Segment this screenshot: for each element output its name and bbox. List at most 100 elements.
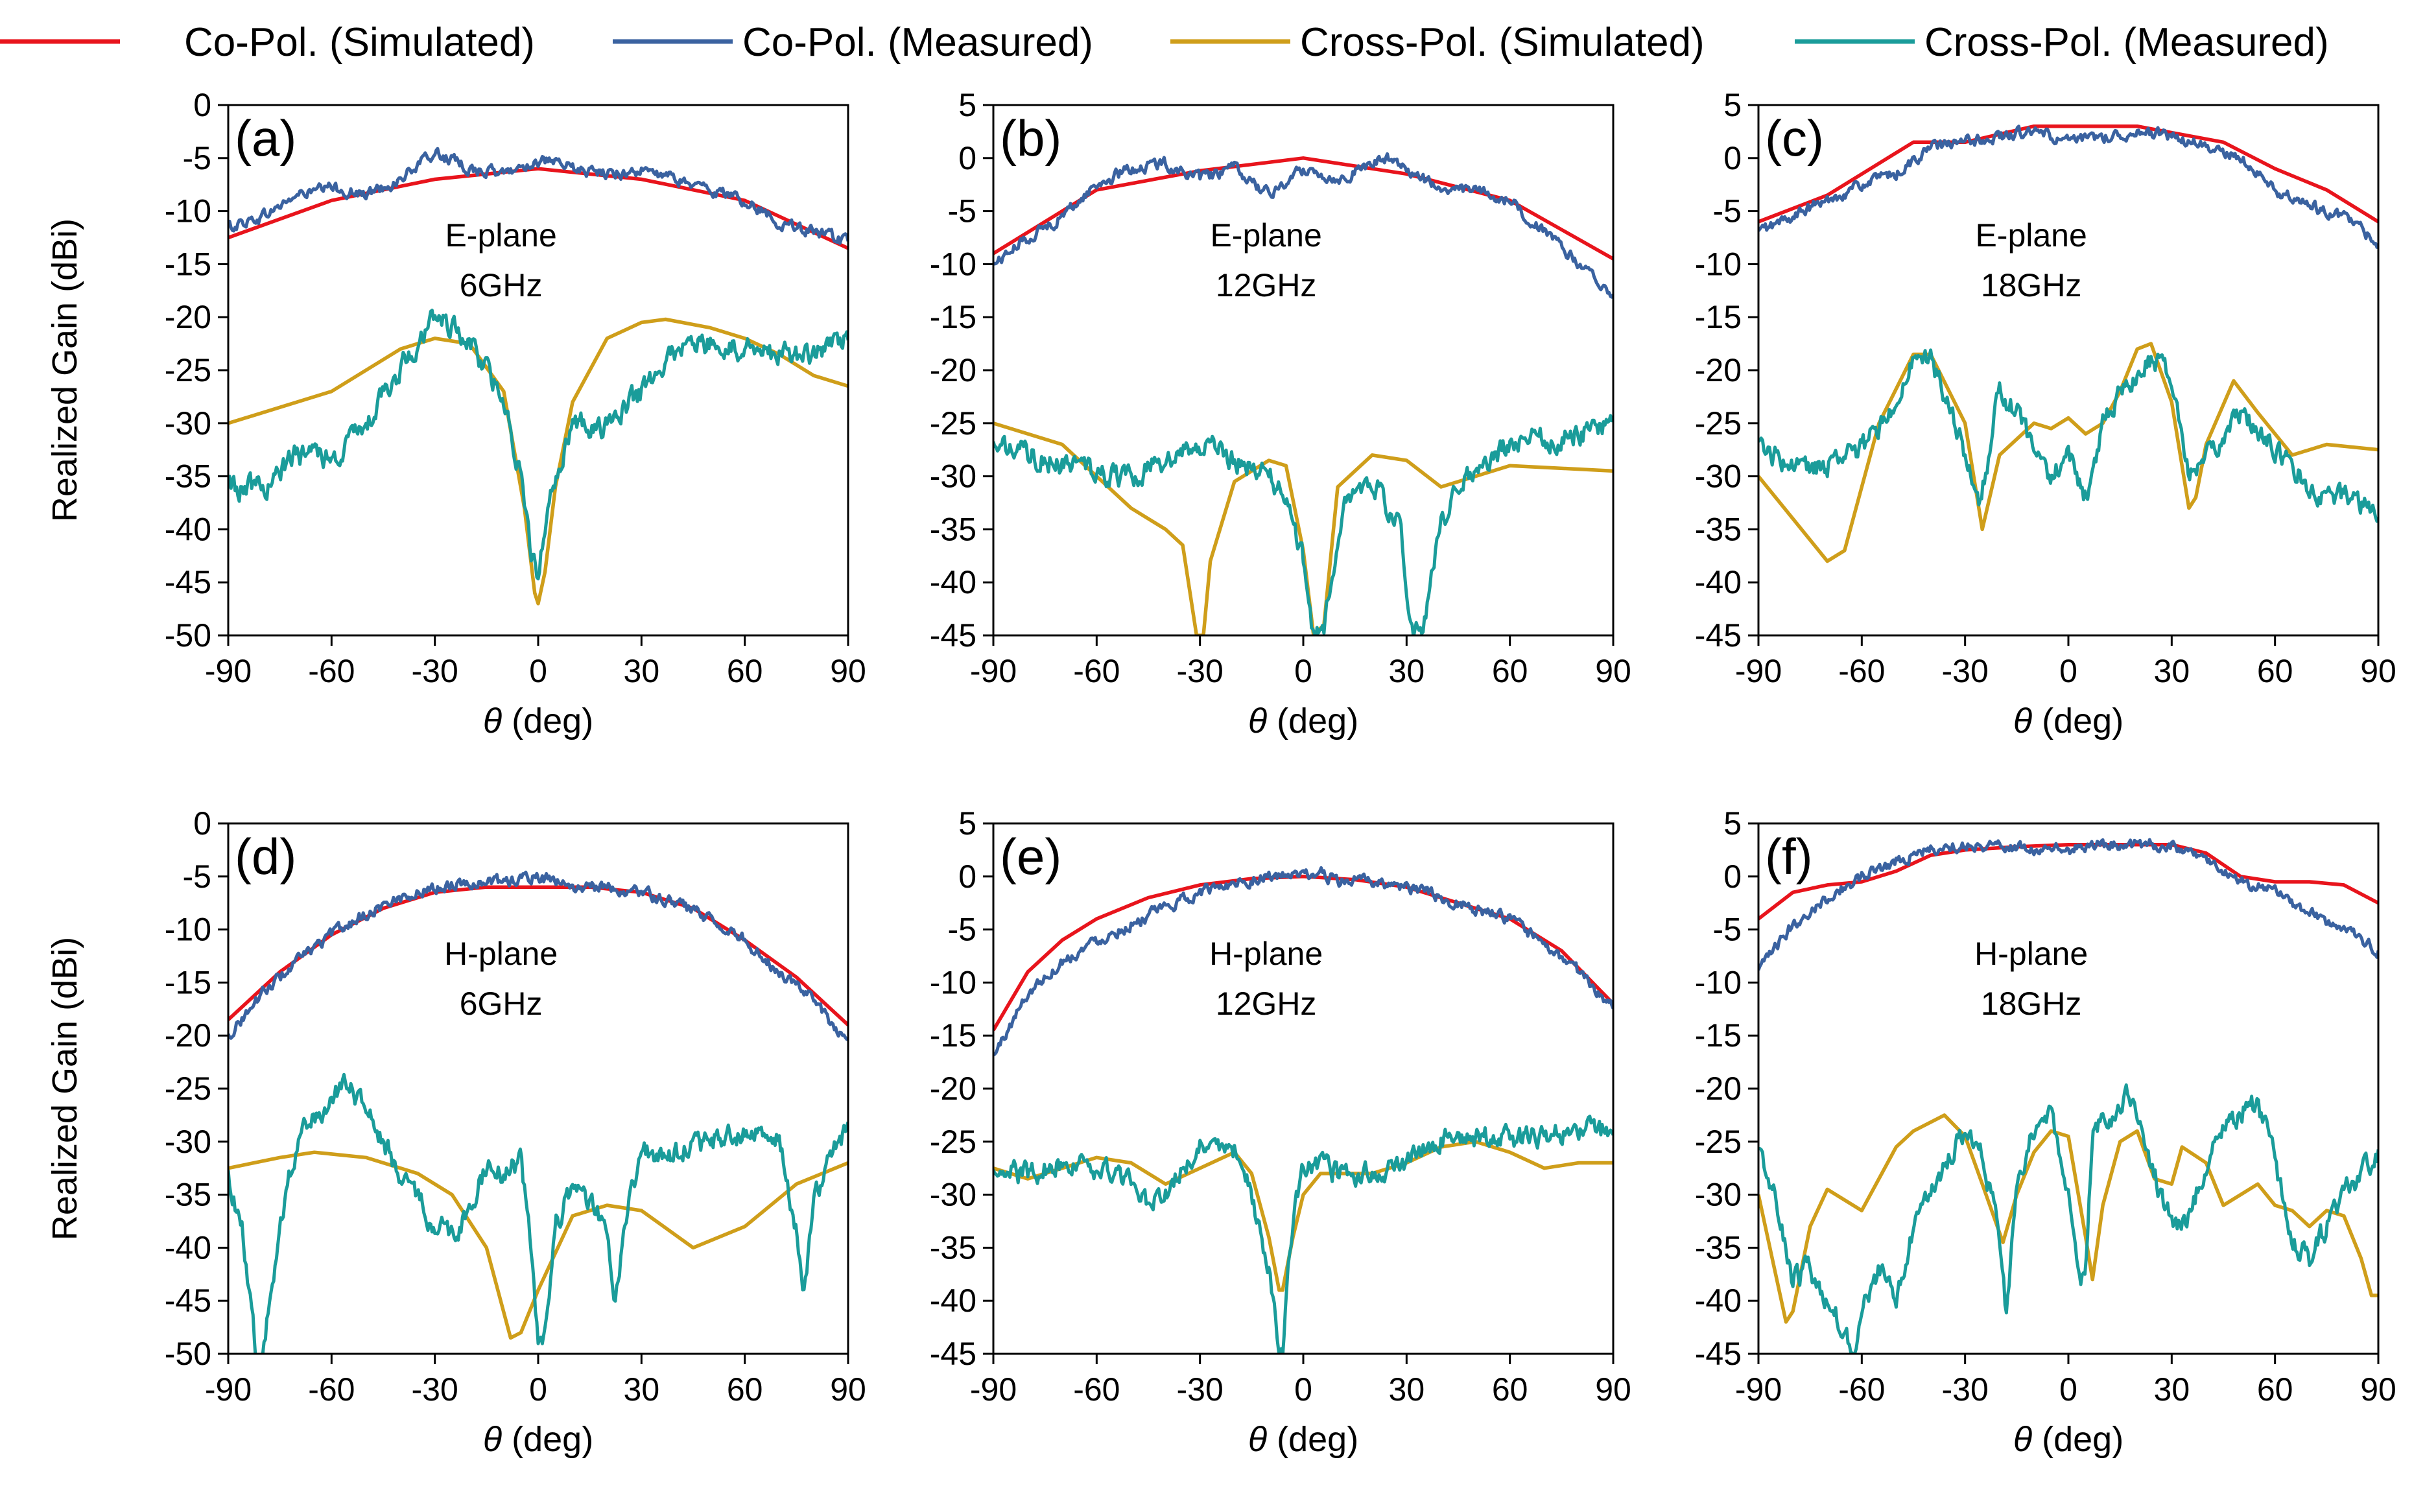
y-tick-label: 0 [958, 858, 976, 895]
x-tick-label: 30 [2154, 653, 2190, 689]
y-tick-label: -20 [930, 1070, 976, 1107]
x-tick-label: 90 [2360, 653, 2396, 689]
x-tick-label: -30 [1177, 1371, 1224, 1408]
y-tick-label: 0 [1723, 140, 1742, 176]
series-co-meas-line [993, 866, 1613, 1057]
x-tick-label: 60 [1492, 653, 1528, 689]
y-tick-label: -5 [1713, 193, 1742, 230]
x-axis-symbol: θ [483, 1420, 502, 1459]
y-tick-label: -20 [930, 352, 976, 388]
y-tick-label: -5 [1713, 912, 1742, 948]
y-tick-label: -10 [930, 246, 976, 282]
plane-annotation: E-plane [1975, 217, 2087, 254]
series-cross-sim-line [228, 317, 848, 606]
chart-panel-c: -90 -60 -30 0 30 60 90 5 0 -5 -10 -15 -20 -25 -30 -35 -4… [1695, 87, 2396, 740]
y-tick-label: -15 [165, 246, 211, 282]
y-axis-label: Realized Gain (dBi) [45, 937, 84, 1240]
legend-label-cross-meas: Cross-Pol. (Measured) [1924, 20, 2329, 65]
plot-frame [1757, 104, 2380, 637]
frequency-annotation: 6GHz [460, 986, 543, 1022]
chart-panel-a: -90 -60 -30 0 30 60 90 0 -5 -10 -15 -20 -25 -30 -35 -40… [45, 87, 866, 740]
panel-label: (e) [1000, 828, 1061, 885]
y-tick-label: -25 [930, 1124, 976, 1160]
x-tick-label: 0 [2059, 653, 2077, 689]
y-tick-label: 0 [193, 87, 211, 123]
y-tick-label: -45 [165, 564, 211, 600]
y-tick-label: -30 [930, 458, 976, 495]
frequency-annotation: 6GHz [460, 267, 543, 303]
y-tick-label: -40 [1695, 1282, 1742, 1319]
chart-panel-b: -90 -60 -30 0 30 60 90 5 0 -5 -10 -15 -20 -25 -30 -35 -4… [930, 87, 1631, 740]
y-tick-label: -10 [165, 912, 211, 948]
frequency-annotation: 12GHz [1216, 986, 1317, 1022]
series-cross-meas-line [228, 309, 848, 581]
x-tick-label: 0 [1294, 653, 1312, 689]
plot-frame [1757, 822, 2380, 1355]
x-axis-symbol: θ [2013, 702, 2032, 740]
series-cross-meas-line [993, 1115, 1613, 1354]
y-tick-label: -20 [165, 1017, 211, 1054]
series-cross-sim-line [993, 421, 1613, 635]
x-tick-label: -90 [970, 1371, 1017, 1408]
series-cross-sim-line [1758, 342, 2378, 563]
x-axis-label: θ (deg) [483, 1420, 593, 1459]
y-tick-label: -35 [165, 1177, 211, 1213]
legend-label-co-meas: Co-Pol. (Measured) [742, 20, 1093, 65]
series-cross-meas-line [1758, 348, 2378, 523]
y-tick-label: -15 [165, 964, 211, 1000]
y-tick-label: -50 [165, 1336, 211, 1372]
plane-annotation: E-plane [445, 217, 556, 254]
x-tick-label: 60 [2257, 1371, 2293, 1408]
panel-label: (c) [1765, 110, 1824, 167]
x-tick-label: 0 [1294, 1371, 1312, 1408]
y-tick-label: -40 [165, 511, 211, 547]
y-tick-label: -40 [930, 564, 976, 600]
series-cross-sim-line [1758, 1113, 2378, 1324]
y-tick-label: -20 [1695, 1070, 1742, 1107]
y-tick-label: -30 [165, 405, 211, 442]
y-tick-label: -20 [165, 299, 211, 335]
panels: -90 -60 -30 0 30 60 90 0 -5 -10 -15 -20 -25 -30 -35 -40… [45, 87, 2396, 1459]
frequency-annotation: 18GHz [1981, 986, 2082, 1022]
series-co-meas-line [1758, 838, 2378, 971]
x-axis-unit: (deg) [502, 1420, 593, 1459]
y-tick-label: -10 [1695, 246, 1742, 282]
x-tick-label: 90 [1595, 1371, 1631, 1408]
panel-label: (b) [1000, 110, 1061, 167]
y-tick-label: 5 [1723, 87, 1742, 123]
x-tick-label: 90 [2360, 1371, 2396, 1408]
plane-annotation: E-plane [1210, 217, 1321, 254]
x-tick-label: 60 [1492, 1371, 1528, 1408]
y-tick-label: -40 [1695, 564, 1742, 600]
y-tick-label: -25 [1695, 405, 1742, 442]
x-tick-label: -30 [1942, 1371, 1989, 1408]
x-axis-symbol: θ [1248, 702, 1267, 740]
x-tick-label: -90 [1735, 1371, 1782, 1408]
x-tick-label: -90 [970, 653, 1017, 689]
x-axis-label: θ (deg) [1248, 1420, 1358, 1459]
plane-annotation: H-plane [1209, 936, 1323, 972]
y-tick-label: -30 [1695, 1177, 1742, 1213]
x-tick-label: 30 [1389, 653, 1425, 689]
x-tick-label: 90 [830, 1371, 866, 1408]
y-tick-label: 5 [958, 805, 976, 842]
x-tick-label: -90 [205, 653, 252, 689]
y-tick-label: 5 [1723, 805, 1742, 842]
y-tick-label: -35 [1695, 1229, 1742, 1266]
legend: Co-Pol. (Simulated) Co-Pol. (Measured) Cro… [0, 20, 2329, 65]
panel-label: (d) [235, 828, 296, 885]
y-tick-label: -5 [948, 912, 976, 948]
plane-annotation: H-plane [444, 936, 558, 972]
series-cross-sim-line [228, 1150, 848, 1340]
y-tick-label: -45 [1695, 1336, 1742, 1372]
x-tick-label: 0 [529, 1371, 547, 1408]
panel-label: (a) [235, 110, 296, 167]
x-axis-unit: (deg) [2032, 1420, 2123, 1459]
y-tick-label: -5 [183, 858, 211, 895]
x-axis-unit: (deg) [1267, 1420, 1358, 1459]
series-co-sim-line [1758, 842, 2378, 921]
series-co-meas-line [1758, 124, 2378, 249]
plane-annotation: H-plane [1974, 936, 2088, 972]
x-tick-label: -90 [1735, 653, 1782, 689]
y-tick-label: -25 [165, 1070, 211, 1107]
